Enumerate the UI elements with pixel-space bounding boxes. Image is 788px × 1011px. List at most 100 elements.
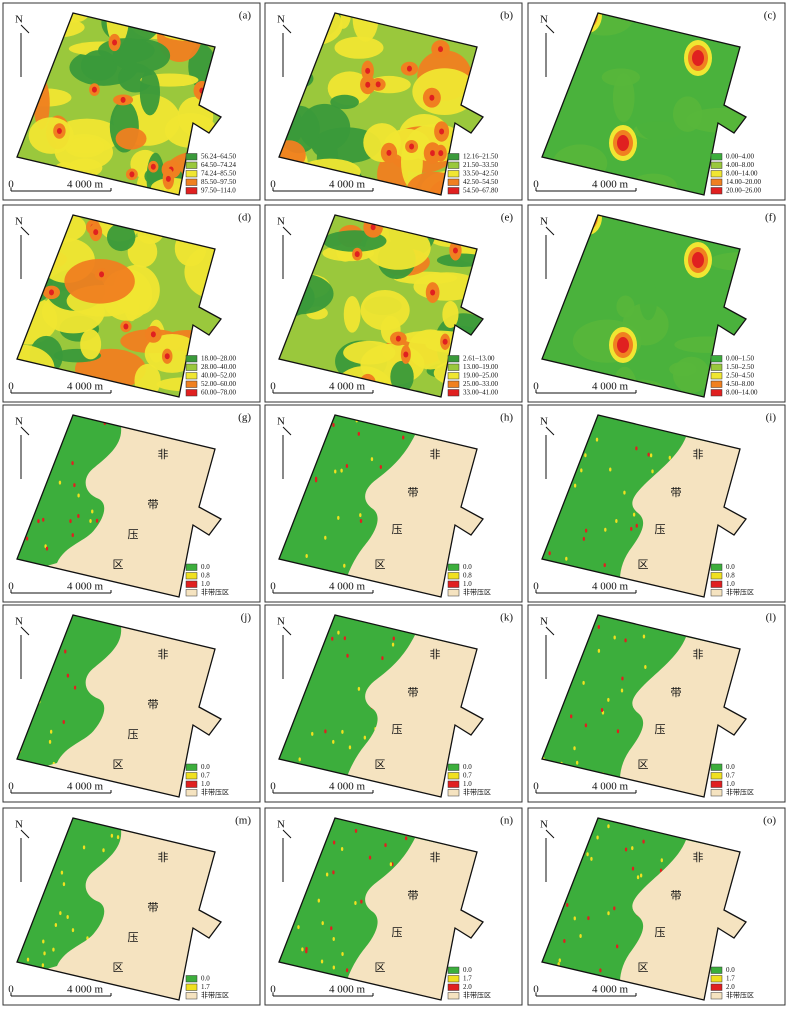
legend-swatch: [185, 772, 198, 780]
legend-swatch: [710, 380, 723, 388]
zone-char: 区: [113, 961, 124, 974]
legend-label: 2.61–13.00: [463, 355, 495, 363]
legend-label: 0.0: [463, 966, 472, 974]
dot: [62, 719, 65, 724]
zone-char: 带: [408, 486, 419, 499]
dot: [42, 939, 45, 944]
dot: [334, 469, 337, 474]
legend-label: 12.16–21.50: [463, 153, 499, 161]
map-outline: [278, 214, 484, 398]
legend-swatch: [710, 966, 723, 974]
dot: [644, 665, 647, 670]
dot: [642, 634, 646, 639]
panel-label: (j): [241, 612, 252, 624]
map-outline: [278, 614, 484, 798]
zone-char: 区: [638, 961, 649, 974]
hotspot: [692, 252, 704, 268]
legend-swatch: [710, 153, 723, 161]
dot: [321, 921, 324, 926]
legend-swatch: [447, 966, 460, 974]
non-pressure-zone: [347, 838, 483, 1000]
legend-label: 2.0: [463, 983, 472, 991]
dot: [615, 518, 618, 523]
dot: [651, 469, 654, 474]
scale-zero: 0: [533, 781, 539, 793]
legend-label: 非带压区: [201, 788, 229, 797]
map: [17, 415, 221, 597]
legend-swatch: [185, 355, 198, 363]
scale-label: 4 000 m: [592, 381, 629, 393]
dot: [624, 638, 627, 643]
legend-label: 4.00–8.00: [726, 161, 755, 169]
north-label: N: [15, 14, 23, 26]
legend-label: 64.50–74.24: [201, 161, 237, 169]
north-arrow: [545, 24, 555, 77]
dot: [52, 947, 55, 952]
dot: [354, 828, 358, 833]
north-arrow: [282, 24, 292, 77]
dot: [317, 898, 321, 903]
dot: [607, 824, 610, 829]
panel-label: (m): [235, 815, 251, 827]
dot: [71, 533, 74, 538]
legend-swatch: [710, 763, 723, 771]
legend-swatch: [710, 355, 723, 363]
scale-label: 4 000 m: [67, 781, 104, 793]
north-label: N: [277, 216, 285, 228]
dot: [635, 446, 638, 451]
north-label: N: [277, 416, 285, 428]
dot: [59, 911, 62, 916]
north-arrow: [545, 426, 555, 479]
hotspot: [438, 46, 444, 53]
dot: [402, 435, 405, 440]
legend-swatch: [710, 363, 723, 371]
scale-zero: 0: [533, 179, 539, 191]
zone-blob: [64, 259, 135, 304]
dot: [569, 714, 573, 719]
legend-label: 2.50–4.50: [726, 372, 755, 380]
dot: [330, 926, 333, 931]
dot: [623, 490, 626, 495]
zone-char: 带: [408, 686, 419, 699]
legend-swatch: [185, 363, 198, 371]
legend-swatch: [447, 580, 460, 588]
dot: [102, 848, 105, 853]
dot: [584, 723, 588, 728]
scale-label: 4 000 m: [67, 179, 104, 191]
map-outline: [16, 214, 222, 398]
zone-char: 区: [375, 961, 386, 974]
dot: [607, 697, 610, 702]
dot: [620, 688, 624, 693]
north-label: N: [540, 416, 548, 428]
dot: [26, 957, 30, 962]
dot: [346, 653, 349, 658]
dot: [357, 431, 361, 436]
dot: [600, 708, 604, 713]
dot: [392, 636, 395, 641]
dot: [348, 745, 352, 750]
scale-bar: [272, 390, 374, 394]
scale-bar: [10, 790, 112, 794]
north-label: N: [540, 14, 548, 26]
dot: [584, 453, 587, 458]
north-arrow: [545, 626, 555, 679]
legend-swatch: [710, 983, 723, 991]
dot: [579, 934, 582, 939]
panel-label: (e): [501, 212, 514, 224]
scale-bar: [272, 188, 374, 192]
zone-blob: [80, 329, 102, 360]
legend-label: 1.0: [463, 580, 472, 588]
dot: [590, 856, 593, 861]
legend-label: 0.7: [463, 772, 472, 780]
hotspot: [129, 171, 135, 178]
legend-label: 1.0: [726, 780, 735, 788]
dot: [582, 536, 586, 541]
legend-label: 0.0: [201, 763, 210, 771]
dot: [613, 906, 616, 911]
map: [279, 818, 483, 1000]
dot: [42, 517, 45, 522]
